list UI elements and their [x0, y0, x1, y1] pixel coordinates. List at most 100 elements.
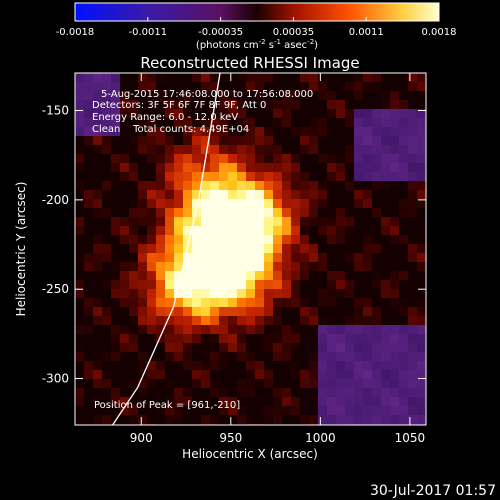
heatmap-cell — [183, 136, 193, 146]
heatmap-cell — [156, 406, 166, 416]
heatmap-cell — [363, 415, 373, 425]
heatmap-cell — [165, 109, 175, 119]
heatmap-cell — [372, 262, 382, 272]
heatmap-cell — [408, 388, 418, 398]
heatmap-cell — [282, 109, 292, 119]
heatmap-cell — [318, 316, 328, 326]
heatmap-cell — [237, 100, 247, 110]
heatmap-cell — [192, 91, 202, 101]
heatmap-cell — [201, 118, 211, 128]
heatmap-cell — [255, 379, 265, 389]
heatmap-cell — [75, 100, 85, 110]
heatmap-cell — [246, 325, 256, 335]
heatmap-cell — [246, 406, 256, 416]
heatmap-cell — [102, 190, 112, 200]
heatmap-cell — [408, 199, 418, 209]
heatmap-cell — [417, 343, 426, 353]
heatmap-cell — [354, 190, 364, 200]
heatmap-cell — [381, 307, 391, 317]
heatmap-cell — [408, 415, 418, 425]
heatmap-cell — [408, 307, 418, 317]
heatmap-cell — [264, 334, 274, 344]
heatmap-cell — [120, 271, 130, 281]
heatmap-cell — [147, 217, 157, 227]
heatmap-cell — [282, 208, 292, 218]
heatmap-cell — [264, 262, 274, 272]
heatmap-cell — [390, 298, 400, 308]
heatmap-cell — [138, 208, 148, 218]
heatmap-cell — [291, 316, 301, 326]
heatmap-cell — [84, 262, 94, 272]
heatmap-cell — [156, 73, 166, 83]
heatmap-cell — [102, 352, 112, 362]
heatmap-cell — [408, 172, 418, 182]
heatmap-cell — [228, 226, 238, 236]
heatmap-cell — [147, 127, 157, 137]
heatmap-cell — [381, 406, 391, 416]
heatmap-cell — [228, 370, 238, 380]
heatmap-cell — [228, 82, 238, 92]
heatmap-cell — [192, 253, 202, 263]
heatmap-cell — [417, 253, 426, 263]
heatmap-cell — [255, 343, 265, 353]
heatmap-cell — [345, 127, 355, 137]
heatmap-cell — [93, 217, 103, 227]
heatmap-cell — [291, 361, 301, 371]
heatmap-cell — [228, 181, 238, 191]
heatmap-cell — [408, 298, 418, 308]
heatmap-cell — [183, 334, 193, 344]
heatmap-cell — [273, 406, 283, 416]
heatmap-cell — [138, 406, 148, 416]
heatmap-cell — [111, 298, 121, 308]
heatmap-cell — [354, 163, 364, 173]
heatmap-cell — [111, 280, 121, 290]
heatmap-cell — [147, 208, 157, 218]
heatmap-cell — [327, 199, 337, 209]
heatmap-cell — [129, 280, 139, 290]
heatmap-cell — [174, 91, 184, 101]
heatmap-cell — [111, 118, 121, 128]
heatmap-cell — [309, 361, 319, 371]
heatmap-cell — [336, 325, 346, 335]
heatmap-cell — [75, 325, 85, 335]
heatmap-cell — [156, 109, 166, 119]
heatmap-cell — [363, 82, 373, 92]
heatmap-cell — [84, 154, 94, 164]
heatmap-cell — [201, 127, 211, 137]
heatmap-cell — [354, 244, 364, 254]
heatmap-cell — [183, 415, 193, 425]
heatmap-cell — [147, 226, 157, 236]
heatmap-cell — [390, 136, 400, 146]
heatmap-cell — [201, 136, 211, 146]
heatmap-cell — [327, 271, 337, 281]
heatmap-cell — [282, 235, 292, 245]
heatmap-cell — [93, 316, 103, 326]
heatmap-cell — [228, 100, 238, 110]
heatmap-cell — [417, 361, 426, 371]
heatmap-cell — [318, 388, 328, 398]
heatmap-cell — [408, 253, 418, 263]
heatmap-cell — [84, 316, 94, 326]
heatmap-cell — [228, 244, 238, 254]
heatmap-cell — [390, 307, 400, 317]
heatmap-cell — [165, 190, 175, 200]
heatmap-cell — [417, 73, 426, 83]
heatmap-cell — [219, 397, 229, 407]
heatmap-cell — [273, 307, 283, 317]
heatmap-cell — [93, 298, 103, 308]
heatmap-cell — [318, 289, 328, 299]
heatmap-cell — [309, 82, 319, 92]
heatmap-cell — [165, 199, 175, 209]
heatmap-cell — [210, 190, 220, 200]
heatmap-cell — [291, 406, 301, 416]
heatmap-cell — [300, 109, 310, 119]
heatmap-cell — [129, 271, 139, 281]
heatmap-cell — [156, 352, 166, 362]
heatmap-cell — [93, 82, 103, 92]
heatmap-cell — [93, 388, 103, 398]
heatmap-cell — [318, 226, 328, 236]
heatmap-cell — [138, 361, 148, 371]
heatmap-cell — [255, 352, 265, 362]
heatmap-cell — [93, 253, 103, 263]
heatmap-cell — [93, 154, 103, 164]
